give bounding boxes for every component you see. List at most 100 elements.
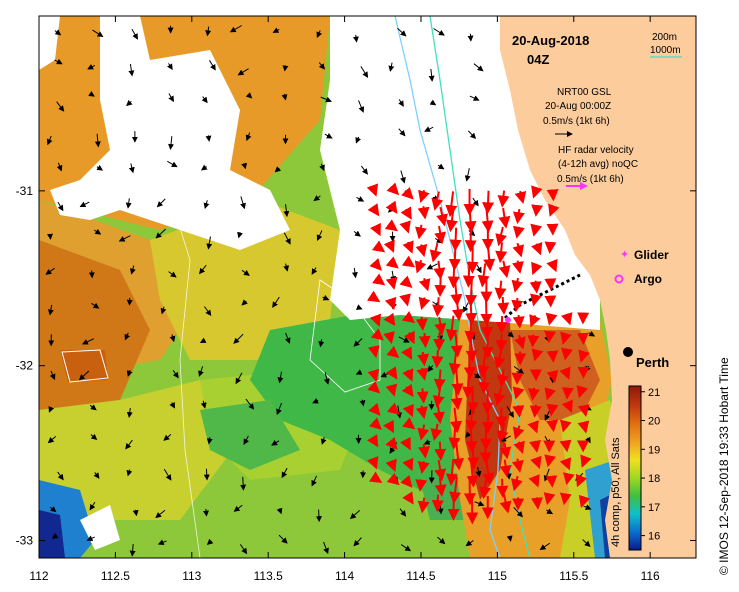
model-velocity-arrow [353,537,362,547]
radar-velocity-arrow [399,275,413,288]
radar-velocity-arrow [368,402,381,416]
radar-velocity-arrow [434,277,447,298]
radar-velocity-arrow [527,334,540,348]
model-velocity-arrow [398,128,406,137]
radar-velocity-arrow [415,224,427,240]
radar-velocity-arrow [499,442,512,460]
radar-velocity-arrow [386,182,400,196]
radar-velocity-arrow [512,208,525,225]
radar-velocity-arrow [445,191,458,218]
model-velocity-arrow [56,101,65,112]
model-velocity-arrow [81,338,95,345]
model-velocity-arrow [353,338,363,347]
radar-velocity-arrow [546,350,559,363]
radar-velocity-arrow [544,330,557,344]
radar-velocity-arrow [383,419,394,434]
model-velocity-arrow [155,509,166,519]
radar-velocity-arrow [448,351,461,376]
time-label: 04Z [527,52,549,67]
radar-velocity-arrow [401,186,414,200]
radar-velocity-arrow [417,461,430,474]
y-tick-label: -32 [16,359,34,373]
isobath-deep [119,16,201,558]
model-velocity-arrow [118,235,131,242]
radar-velocity-arrow [512,260,524,274]
sst-warm-region [60,350,108,382]
model-velocity-arrow [312,398,319,404]
radar-velocity-arrow [544,241,557,254]
model-velocity-arrow [200,400,207,409]
model-velocity-arrow [237,231,243,239]
radar-velocity-arrow [418,443,430,459]
model-velocity-arrow [283,232,291,245]
radar-velocity-arrow [546,258,558,273]
model-velocity-arrow [323,372,330,385]
model-velocity-arrow [233,504,243,512]
radar-velocity-arrow [499,459,512,478]
radar-velocity-arrow [463,476,476,506]
radar-velocity-arrow [513,225,525,239]
colorbar-tick-label: 19 [648,444,660,456]
radar-velocity-arrow [578,349,590,363]
model-velocity-arrow [281,93,288,101]
radar-velocity-arrow [433,260,446,281]
radar-velocity-arrow [530,223,543,237]
model-velocity-arrow [57,471,64,481]
model-velocity-arrow [205,135,212,142]
radar-velocity-arrow [559,366,571,380]
radar-legend-line1: HF radar velocity [558,145,634,156]
radar-velocity-arrow [445,207,458,233]
model-legend-line2: 20-Aug 00:00Z [545,101,611,112]
model-velocity-arrow [243,435,250,445]
radar-velocity-arrow [450,333,463,358]
radar-velocity-arrow [415,479,428,492]
model-velocity-arrow [282,65,289,72]
colorbar [628,385,642,551]
model-velocity-arrow [281,467,288,479]
model-velocity-arrow [428,68,435,82]
glider-label: Glider [634,248,669,262]
radar-velocity-arrow [497,190,510,208]
model-velocity-arrow [311,475,318,487]
model-velocity-arrow [437,536,446,545]
model-velocity-arrow [469,95,480,101]
model-velocity-arrow [356,196,365,202]
model-velocity-arrow [399,508,407,517]
radar-velocity-arrow [400,474,413,488]
model-velocity-arrow [437,163,445,170]
argo-label: Argo [634,272,662,286]
radar-velocity-arrow [576,332,589,345]
model-velocity-arrow [355,136,361,144]
radar-velocity-arrow [417,206,430,220]
x-tick-label: 114 [335,569,354,583]
model-velocity-arrow [360,66,369,78]
model-velocity-arrow [245,398,255,410]
model-velocity-arrow [94,133,101,148]
model-velocity-arrow [353,230,361,237]
model-velocity-arrow [400,170,406,184]
model-velocity-arrow [209,60,216,71]
model-velocity-arrow [48,406,55,413]
radar-velocity-arrow [452,442,464,471]
model-velocity-arrow [47,304,54,316]
radar-velocity-arrow [561,399,573,413]
model-velocity-arrow [169,401,175,409]
radar-velocity-arrow [512,425,525,440]
model-velocity-arrow [125,439,133,450]
radar-velocity-arrow [531,261,543,276]
model-velocity-arrow [56,162,63,172]
model-velocity-arrow [316,230,323,242]
model-velocity-arrow [157,539,167,546]
sst-contour [309,279,381,393]
model-velocity-arrow [198,366,204,377]
radar-velocity-arrow [527,420,539,434]
radar-velocity-arrow [448,423,461,450]
city-label: Perth [636,355,669,370]
model-velocity-arrow [156,198,166,208]
radar-velocity-arrow [415,405,428,420]
model-velocity-arrow [582,539,591,547]
radar-velocity-arrow [496,369,509,388]
model-velocity-arrow [241,269,250,276]
radar-velocity-arrow [546,403,559,417]
model-velocity-arrow [588,330,596,337]
